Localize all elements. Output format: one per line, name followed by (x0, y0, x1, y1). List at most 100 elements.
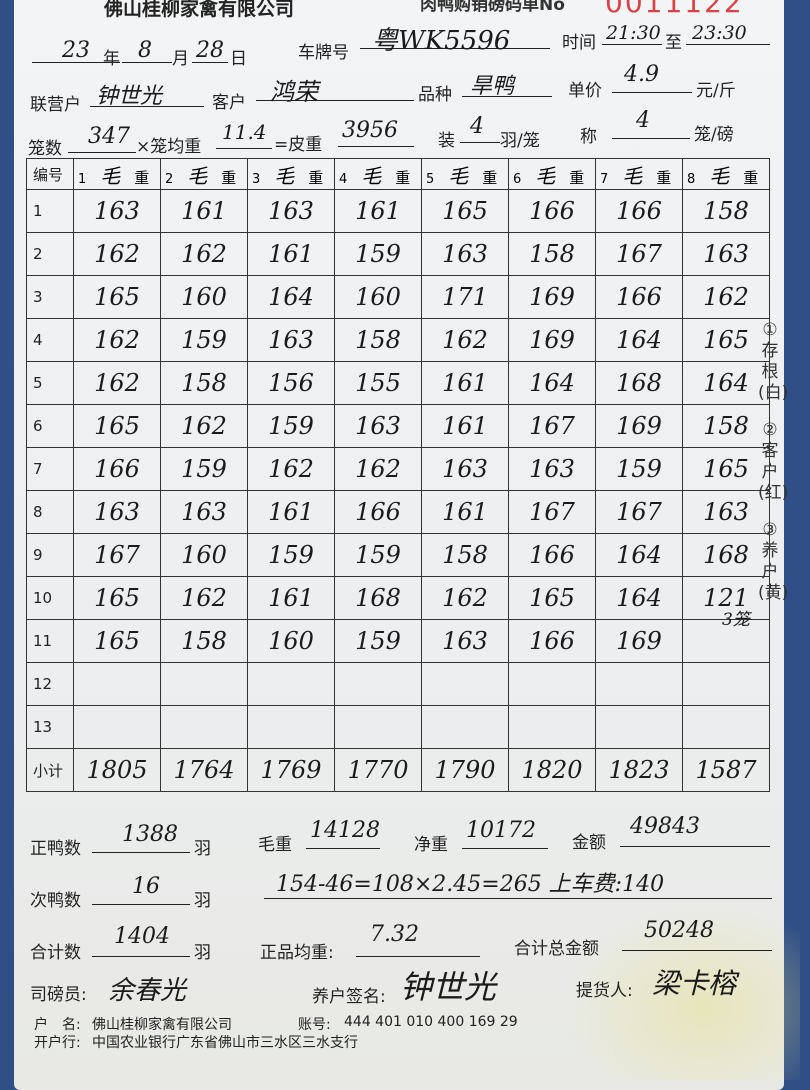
month-label: 月 (172, 49, 189, 69)
cages-label: 笼数 (28, 139, 62, 159)
weigh-unit: 笼/磅 (694, 125, 734, 145)
weight-cell: 168 (334, 576, 422, 620)
copy-distribution-note: ①存根(白) ②客户(红) ③养户(黄) (758, 320, 789, 604)
pack-label: 装 (438, 131, 455, 151)
second-ducks-unit: 羽 (194, 891, 211, 911)
weight-cell (595, 662, 683, 706)
column-number: 6 (513, 171, 522, 187)
price-value: 4.9 (624, 62, 659, 87)
table-row: 1 163 161 163 161 165 166 166 158 (26, 189, 770, 233)
weight-cell: 162 (160, 576, 248, 620)
month-value: 8 (138, 38, 152, 63)
subtotal-row: 小计 1805 1764 1769 1770 1790 1820 1823 1587 (26, 748, 770, 792)
weight-cell (334, 662, 422, 706)
table-row: 3 165 160 164 160 171 169 166 162 (26, 275, 770, 319)
table-row: 11 165 158 160 159 163 166 169 (26, 619, 770, 663)
subtotal-cell: 1770 (334, 748, 422, 792)
weight-cell: 156 (247, 361, 335, 405)
copy-note-yellow: ③养户(黄) (758, 520, 789, 603)
row-index: 13 (26, 705, 74, 749)
weight-cell: 162 (421, 318, 509, 362)
tare-label: =皮重 (274, 135, 323, 155)
weight-cell (247, 705, 335, 749)
customer-value: 鸿荣 (270, 78, 318, 106)
weight-cell: 164 (508, 361, 596, 405)
weight-cell: 165 (421, 189, 509, 233)
variety-value: 旱鸭 (470, 74, 515, 99)
weigher-signature: 余春光 (108, 976, 187, 1006)
weight-cell: 168 (682, 533, 770, 577)
good-ducks-value: 1388 (122, 822, 178, 847)
good-ducks-unit: 羽 (194, 839, 211, 859)
weight-cell (421, 705, 509, 749)
weight-cell: 158 (682, 404, 770, 448)
weight-cell (682, 705, 770, 749)
weight-cell: 159 (247, 533, 335, 577)
weight-cell: 158 (160, 619, 248, 663)
picker-signature: 梁卡榕 (652, 967, 737, 1000)
weight-cell: 164 (595, 533, 683, 577)
weight-cell: 166 (595, 189, 683, 233)
weight-cell: 165 (73, 619, 161, 663)
weight-cell: 165 (508, 576, 596, 620)
table-row: 10 165 162 161 168 162 165 164 121 (26, 576, 770, 620)
total-ducks-label: 合计数 (30, 943, 81, 963)
column-weight-label: 重 (308, 168, 324, 187)
pack-value: 4 (470, 114, 484, 139)
column-number: 1 (78, 171, 87, 187)
weigher-label: 司磅员: (30, 985, 87, 1005)
price-unit: 元/斤 (696, 81, 736, 101)
account-no: 444 401 010 400 169 29 (344, 1014, 518, 1030)
index-header: 编号 (26, 158, 74, 190)
weight-cell: 163 (682, 490, 770, 534)
year-label: 年 (103, 49, 120, 69)
column-weight-type: 毛 (448, 163, 469, 188)
row10-note: 3笼 (722, 610, 750, 630)
weight-table: 编号 1 毛重 2 毛重 3 毛重 4 毛重 5 毛重 6 毛重 7 毛重 8 毛重 1 163 161 163 161 1… (26, 158, 770, 792)
subtotal-cell: 1764 (160, 748, 248, 792)
weight-cell (508, 705, 596, 749)
weight-cell: 169 (508, 318, 596, 362)
weight-cell: 165 (682, 318, 770, 362)
weight-cell: 163 (160, 490, 248, 534)
weight-cell: 161 (334, 189, 422, 233)
subtotal-cell: 1820 (508, 748, 596, 792)
weight-cell: 166 (508, 189, 596, 233)
weight-cell: 171 (421, 275, 509, 319)
weight-cell: 162 (334, 447, 422, 491)
weight-cell: 159 (334, 619, 422, 663)
row-index: 8 (26, 490, 74, 534)
weight-cell (73, 662, 161, 706)
weight-cell: 161 (247, 490, 335, 534)
gross-label: 毛重 (258, 835, 292, 855)
weight-cell (421, 662, 509, 706)
weight-cell: 167 (595, 490, 683, 534)
column-weight-label: 重 (221, 168, 237, 187)
table-header-row: 编号 1 毛重 2 毛重 3 毛重 4 毛重 5 毛重 6 毛重 7 毛重 8 毛重 (26, 158, 770, 190)
subtotal-cell: 1769 (247, 748, 335, 792)
weight-cell: 166 (595, 275, 683, 319)
column-weight-label: 重 (395, 168, 411, 187)
time-to: 23:30 (692, 22, 747, 44)
weight-cell: 167 (508, 404, 596, 448)
weight-cell: 160 (160, 533, 248, 577)
net-value: 10172 (466, 818, 536, 843)
column-weight-type: 毛 (187, 163, 208, 188)
copy-note-red: ②客户(红) (758, 420, 789, 503)
account-name: 佛山桂柳家禽有限公司 (92, 1017, 232, 1033)
price-label: 单价 (568, 81, 602, 101)
weight-cell: 159 (247, 404, 335, 448)
weight-cell: 162 (421, 576, 509, 620)
calculation-note: 154-46=108×2.45=265 上车费:140 (276, 872, 665, 897)
weight-cell: 163 (421, 619, 509, 663)
weight-cell: 160 (247, 619, 335, 663)
table-row: 8 163 163 161 166 161 167 167 163 (26, 490, 770, 534)
farmer-label: 养户签名: (312, 987, 386, 1007)
grand-total-value: 50248 (644, 918, 714, 943)
weight-cell: 163 (73, 189, 161, 233)
row-index: 11 (26, 619, 74, 663)
weight-cell: 161 (421, 404, 509, 448)
